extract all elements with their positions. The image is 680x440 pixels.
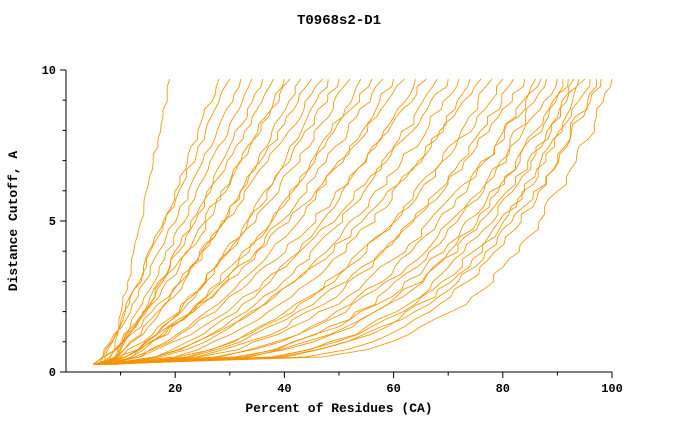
- x-tick-label: 40: [277, 382, 291, 396]
- model-curve: [93, 79, 449, 365]
- model-curve: [98, 78, 427, 365]
- model-curve: [104, 79, 558, 365]
- x-tick-label: 60: [386, 382, 400, 396]
- model-curve: [109, 79, 591, 365]
- model-curve: [109, 78, 373, 365]
- y-tick-label: 0: [49, 366, 56, 380]
- model-curve: [109, 78, 313, 365]
- y-tick-label: 10: [42, 64, 56, 78]
- model-curve: [93, 78, 536, 365]
- y-tick-label: 5: [49, 215, 56, 229]
- model-curve: [98, 78, 575, 365]
- model-curve: [114, 79, 340, 365]
- chart-title: T0968s2-D1: [297, 13, 381, 29]
- model-curve: [104, 79, 329, 365]
- model-curve: [104, 79, 602, 365]
- model-curve: [115, 79, 416, 365]
- model-curve: [109, 78, 171, 365]
- model-curve: [93, 78, 323, 365]
- model-curve: [98, 78, 351, 365]
- curves-group: [93, 78, 613, 365]
- ticks-group: [60, 69, 613, 378]
- x-tick-label: 80: [496, 382, 510, 396]
- model-curve: [93, 78, 285, 365]
- model-curve: [104, 79, 395, 365]
- model-curve: [104, 79, 526, 365]
- model-curve: [98, 79, 597, 365]
- model-curve: [93, 78, 362, 365]
- model-curve: [104, 78, 438, 365]
- model-curve: [98, 78, 220, 365]
- model-curve: [104, 78, 482, 365]
- model-curve: [98, 78, 515, 365]
- model-curve: [109, 79, 569, 365]
- model-curve: [98, 78, 384, 365]
- model-curve: [93, 78, 405, 365]
- model-curve: [104, 78, 580, 365]
- model-curve: [114, 78, 274, 365]
- x-axis-label: Percent of Residues (CA): [245, 401, 432, 416]
- model-curve: [109, 78, 460, 365]
- x-tick-label: 100: [601, 382, 623, 396]
- tick-labels-group: 20 40 60 80 100 0 5 10: [42, 64, 623, 396]
- model-curve: [98, 78, 547, 365]
- model-curve: [93, 79, 613, 365]
- model-curve: [109, 78, 253, 365]
- y-axis-label: Distance Cutoff, A: [6, 151, 21, 292]
- model-curve: [115, 78, 504, 365]
- model-curve: [93, 78, 586, 365]
- model-curve: [93, 78, 493, 365]
- model-curve: [109, 78, 542, 365]
- x-tick-label: 20: [168, 382, 182, 396]
- model-curve: [103, 78, 291, 365]
- model-curve: [93, 79, 242, 365]
- model-curve: [103, 78, 231, 365]
